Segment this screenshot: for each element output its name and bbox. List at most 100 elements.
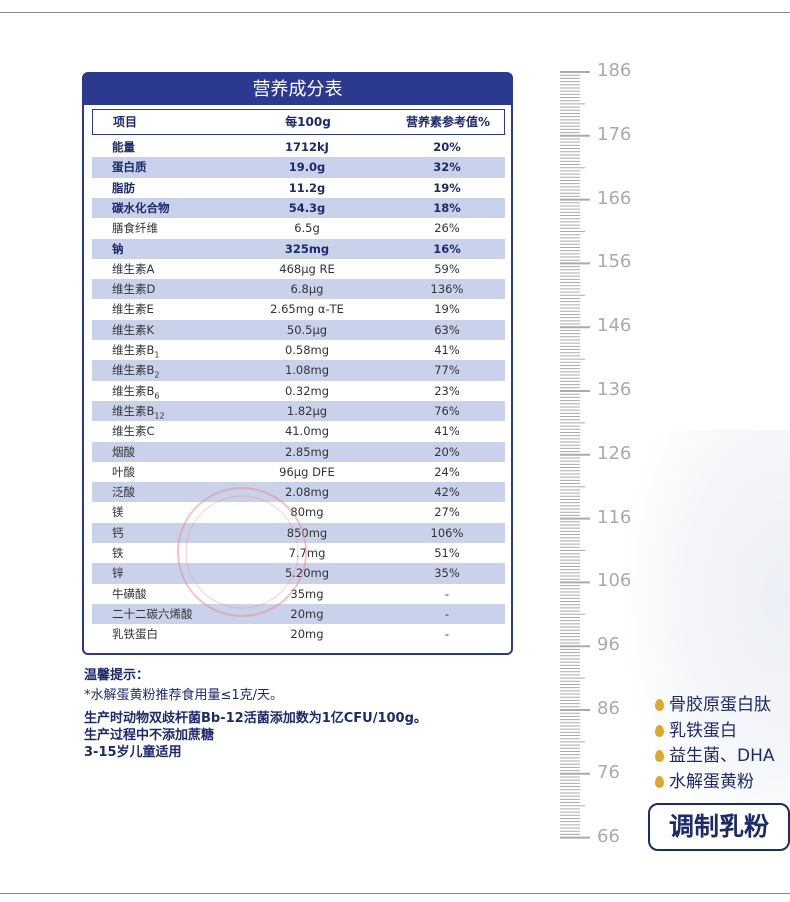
nutrient-text: 碳水化合物 [112, 200, 170, 215]
nutrient-name: 维生素K [112, 320, 154, 340]
amount: 20mg [290, 627, 324, 642]
amount: 850mg [286, 525, 328, 540]
bottom-rule [0, 893, 790, 894]
amount: 2.08mg [284, 485, 330, 500]
nrv: - [444, 627, 450, 642]
nutrient-text: 维生素E [112, 302, 154, 317]
nutrient-text: 蛋白质 [112, 160, 147, 175]
nutrient-name: 维生素C [112, 421, 155, 441]
nrv: 77% [434, 363, 460, 378]
nutrient-text: 能量 [112, 140, 135, 154]
drop-icon [655, 724, 664, 737]
table-row: 维生素C 41.0mg 41% [92, 421, 505, 441]
nrv: 35% [434, 566, 460, 581]
nutrient-text: 钠 [112, 241, 124, 256]
nutrient-name: 维生素D [112, 279, 155, 299]
ruler-label: 176 [597, 123, 632, 145]
table-row: 维生素K 50.5μg 63% [92, 319, 505, 340]
table-row: 乳铁蛋白 20mg - [92, 624, 505, 644]
table-row: 维生素A 468μg RE 59% [92, 259, 505, 279]
amount: 6.8μg [290, 282, 324, 297]
header-cell: 每100g [285, 115, 331, 129]
amount: 6.5g [294, 221, 320, 236]
nutrient-name: 钙 [112, 523, 124, 543]
nutrient-name: 泛酸 [112, 482, 135, 502]
nrv: 41% [434, 343, 460, 357]
feature-text: 益生菌、DHA [669, 746, 775, 766]
nutrient-text: 铁 [112, 546, 124, 560]
subscript: 1 [154, 350, 160, 360]
table-row: 碳水化合物 54.3g 18% [92, 197, 505, 219]
amount: 54.3g [288, 200, 326, 215]
nutrient-text: 维生素B [112, 363, 155, 378]
nrv: 32% [433, 160, 461, 175]
nutrient-name: 叶酸 [112, 462, 135, 482]
feature: 乳铁蛋白 [655, 716, 737, 741]
nutrient-name: 烟酸 [112, 442, 135, 462]
amount: 2.65mg α-TE [270, 302, 344, 317]
nutrient-text: 牛磺酸 [112, 586, 147, 601]
nutrient-text: 维生素B [112, 343, 155, 357]
nutrient-name: 铁 [112, 543, 124, 563]
nutrient-text: 维生素A [112, 261, 155, 276]
nutrient-name: 碳水化合物 [112, 198, 170, 218]
nrv: 16% [433, 241, 461, 256]
note-line: 3-15岁儿童适用 [84, 745, 182, 760]
table-row: 维生素D 6.8μg 136% [92, 279, 505, 300]
amount: 41.0mg [284, 424, 330, 439]
subscript: 6 [154, 390, 160, 400]
table-row: 锌 5.20mg 35% [92, 563, 505, 584]
nrv: 27% [434, 505, 460, 520]
nutrient-name: 能量 [112, 137, 135, 157]
note-line: 生产过程中不添加蔗糖 [84, 728, 215, 743]
subscript: 2 [154, 370, 160, 380]
nrv: 19% [434, 302, 460, 317]
table-row: 能量 1712kJ 20% [92, 137, 505, 157]
nutrient-text: 维生素K [112, 322, 155, 337]
amount: 0.58mg [284, 343, 330, 357]
nrv: 19% [433, 180, 461, 195]
nutrient-name: 锌 [112, 563, 124, 583]
nutrient-name: 维生素E [112, 299, 154, 319]
nrv: 42% [434, 485, 460, 500]
amount: 1.08mg [284, 363, 330, 378]
nutrient-name: 蛋白质 [112, 157, 147, 177]
nutrient-text: 泛酸 [112, 485, 135, 500]
ruler-ticks [560, 71, 590, 839]
nrv: 106% [430, 525, 464, 540]
note-line: *水解蛋黄粉推荐食用量≤1克/天。 [84, 688, 284, 703]
feature: 骨胶原蛋白肽 [655, 690, 771, 715]
table-row: 膳食纤维 6.5g 26% [92, 218, 505, 238]
table-row: 维生素B1 0.58mg 41% [92, 340, 505, 360]
table-row: 脂肪 11.2g 19% [92, 178, 505, 198]
nutrient-text: 乳铁蛋白 [112, 627, 158, 642]
nutrient-text: 维生素D [112, 282, 156, 297]
amount: 0.32mg [284, 383, 330, 398]
amount: 35mg [290, 586, 324, 601]
nutrient-name: 镁 [112, 502, 124, 522]
nrv: - [444, 606, 450, 621]
amount: 19.0g [288, 160, 326, 175]
ruler-label: 146 [597, 315, 632, 337]
ruler-label: 126 [597, 442, 632, 464]
nrv: 59% [434, 261, 460, 276]
nrv: 23% [434, 383, 460, 398]
table-row: 维生素B6 0.32mg 23% [92, 381, 505, 401]
feature: 益生菌、DHA [655, 741, 775, 766]
amount: 11.2g [288, 180, 326, 195]
nutrient-name: 维生素A [112, 259, 154, 279]
amount: 1.82μg [286, 403, 328, 418]
nrv: 26% [434, 221, 460, 236]
nutrient-name: 维生素B1 [112, 340, 159, 366]
amount: 1712kJ [285, 140, 329, 154]
table-title: 营养成分表 [84, 74, 511, 105]
ruler-label: 166 [597, 187, 632, 209]
amount: 50.5μg [286, 322, 328, 337]
table-row: 泛酸 2.08mg 42% [92, 482, 505, 503]
table-row: 维生素B12 1.82μg 76% [92, 400, 505, 422]
nutrient-text: 维生素C [112, 424, 155, 439]
nrv: 136% [430, 282, 464, 297]
nrv: 20% [434, 444, 460, 459]
nutrient-text: 镁 [112, 505, 124, 520]
